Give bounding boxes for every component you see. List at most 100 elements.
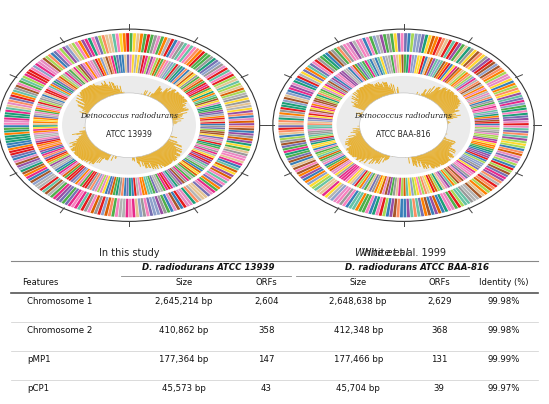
Wedge shape [119,33,124,52]
Wedge shape [453,75,472,88]
Wedge shape [200,127,225,129]
Wedge shape [503,132,528,136]
Wedge shape [354,129,397,158]
Wedge shape [351,192,364,210]
Wedge shape [349,129,397,154]
Wedge shape [82,90,124,121]
Wedge shape [309,134,333,139]
Wedge shape [368,118,396,124]
Wedge shape [34,133,59,137]
Wedge shape [86,130,124,162]
Wedge shape [408,89,441,120]
Wedge shape [300,167,322,179]
Wedge shape [102,35,109,54]
Wedge shape [379,197,386,216]
Wedge shape [368,196,378,214]
Text: Size: Size [175,278,193,286]
Wedge shape [406,131,425,167]
Wedge shape [285,150,310,158]
Wedge shape [328,51,345,67]
Wedge shape [145,176,153,194]
Wedge shape [219,85,243,95]
Wedge shape [84,172,97,189]
Wedge shape [410,129,449,158]
Wedge shape [133,88,162,120]
Wedge shape [171,191,184,209]
Wedge shape [65,45,80,62]
Wedge shape [363,86,399,120]
Wedge shape [229,126,254,128]
Wedge shape [221,152,245,161]
Wedge shape [206,170,228,183]
Wedge shape [473,107,497,114]
Wedge shape [500,100,525,107]
Wedge shape [4,132,30,135]
Wedge shape [295,78,318,89]
Wedge shape [136,128,174,146]
Wedge shape [396,55,400,73]
Wedge shape [80,92,123,121]
Wedge shape [392,131,401,157]
Wedge shape [85,62,98,79]
Wedge shape [374,122,395,124]
Wedge shape [343,69,360,84]
Wedge shape [345,167,361,182]
Wedge shape [98,85,125,120]
Wedge shape [346,127,396,140]
Wedge shape [137,112,181,123]
Wedge shape [448,43,462,60]
Wedge shape [411,127,446,138]
Wedge shape [393,177,397,196]
Wedge shape [411,116,453,124]
Wedge shape [227,136,253,141]
Wedge shape [85,110,121,123]
Wedge shape [89,60,101,77]
Wedge shape [161,62,174,79]
Wedge shape [390,34,395,52]
Wedge shape [137,107,183,123]
Wedge shape [77,129,123,157]
Wedge shape [125,199,128,217]
Wedge shape [199,112,223,116]
Wedge shape [357,93,397,121]
Wedge shape [284,97,309,104]
Wedge shape [339,72,357,86]
Wedge shape [35,134,59,139]
Wedge shape [470,142,495,149]
Wedge shape [86,87,124,121]
Wedge shape [358,104,396,122]
Wedge shape [347,168,363,183]
Wedge shape [459,81,480,93]
Wedge shape [136,128,182,152]
Wedge shape [411,128,446,139]
Wedge shape [126,131,128,146]
Wedge shape [165,64,178,80]
Wedge shape [404,131,406,158]
Wedge shape [496,152,520,161]
Wedge shape [474,116,499,119]
Wedge shape [57,78,76,90]
Wedge shape [474,131,499,135]
Wedge shape [429,36,439,55]
Wedge shape [356,90,398,121]
Wedge shape [407,93,428,120]
Wedge shape [366,130,399,159]
Wedge shape [61,187,77,204]
Wedge shape [311,140,335,147]
Wedge shape [366,174,377,191]
Wedge shape [320,151,342,162]
Wedge shape [77,40,90,58]
Wedge shape [329,79,350,92]
Wedge shape [366,120,395,124]
Wedge shape [135,91,170,121]
Wedge shape [143,56,151,74]
Wedge shape [411,110,458,123]
Wedge shape [82,171,96,187]
Wedge shape [389,87,401,120]
Wedge shape [376,35,384,54]
Wedge shape [278,122,304,125]
Wedge shape [378,82,400,120]
Wedge shape [75,129,122,155]
Wedge shape [131,95,138,119]
Wedge shape [359,130,398,160]
